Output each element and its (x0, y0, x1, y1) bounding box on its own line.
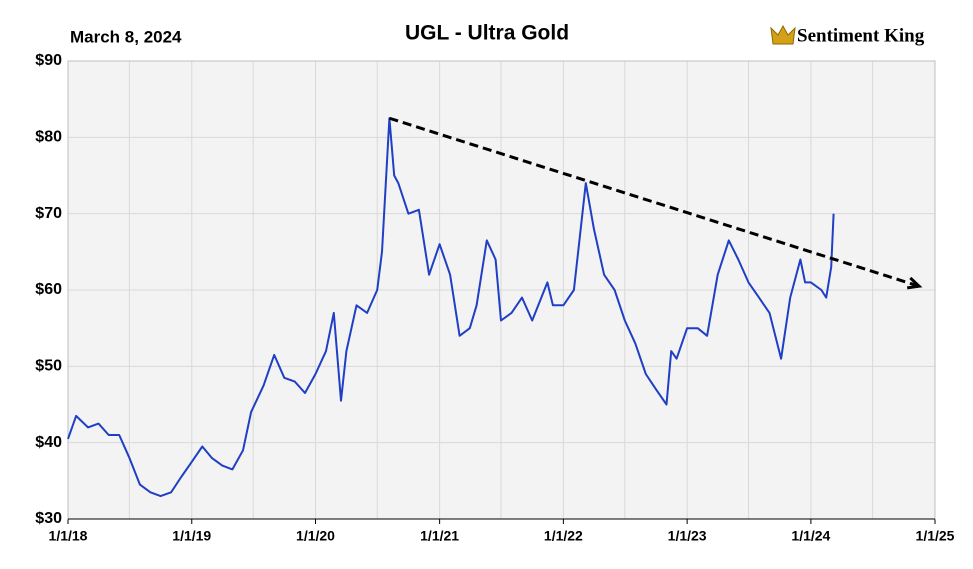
x-tick-label: 1/1/20 (296, 528, 335, 544)
y-tick-label: $50 (35, 358, 62, 375)
y-tick-label: $80 (35, 129, 62, 146)
y-tick-label: $90 (35, 52, 62, 69)
chart-title: UGL - Ultra Gold (405, 22, 569, 45)
y-tick-label: $60 (35, 281, 62, 298)
price-line (67, 117, 835, 498)
x-tick-label: 1/1/24 (791, 528, 830, 544)
x-tick-label: 1/1/18 (49, 528, 88, 544)
y-tick-label: $30 (35, 510, 62, 527)
brand-name: Sentiment King (797, 25, 925, 46)
trend-arrowhead (906, 276, 923, 290)
x-tick-label: 1/1/22 (544, 528, 583, 544)
y-tick-label: $70 (35, 205, 62, 222)
trend-line (388, 116, 920, 288)
chart-date: March 8, 2024 (70, 27, 182, 46)
y-tick-label: $40 (35, 434, 62, 451)
x-tick-label: 1/1/25 (916, 528, 955, 544)
x-tick-label: 1/1/21 (420, 528, 459, 544)
x-tick-label: 1/1/23 (668, 528, 707, 544)
x-tick-label: 1/1/19 (172, 528, 211, 544)
crown-icon (770, 24, 796, 45)
brand-logo: Sentiment King (770, 24, 925, 46)
